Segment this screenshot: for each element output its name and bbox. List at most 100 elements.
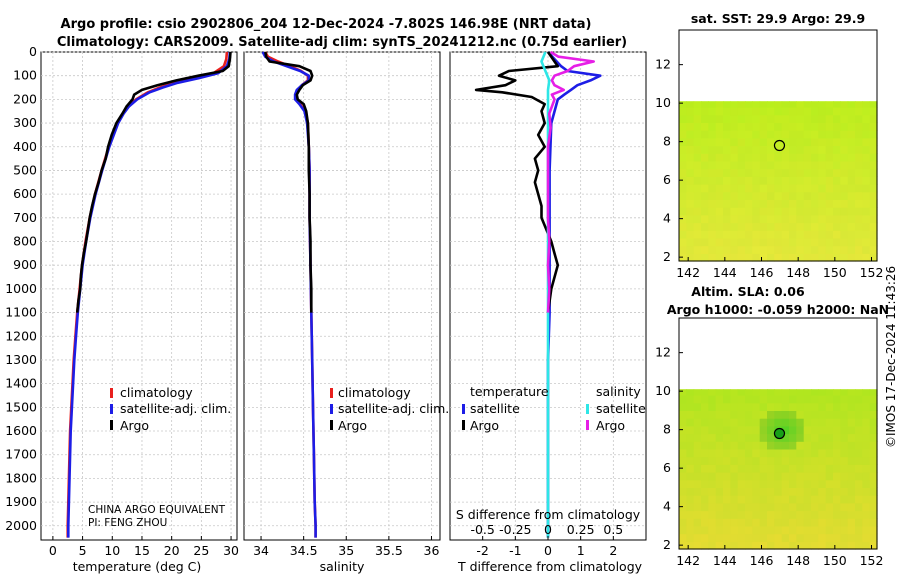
difference-panel: -2 -1 0 1 2 -0.5 -0.25 0 0.25 0.5 S difference fr… bbox=[449, 50, 647, 574]
map-cell bbox=[781, 402, 790, 411]
map-cell bbox=[701, 518, 709, 527]
map-cell bbox=[679, 495, 687, 504]
map-cell bbox=[737, 510, 746, 519]
map-cell bbox=[774, 487, 783, 496]
map-cell bbox=[730, 222, 739, 231]
map-cell bbox=[715, 137, 724, 147]
map-cell bbox=[745, 456, 753, 465]
map-cell bbox=[855, 114, 863, 123]
map-cell bbox=[730, 479, 739, 488]
map-cell bbox=[745, 433, 753, 442]
map-cell bbox=[855, 495, 863, 504]
map-cell bbox=[752, 441, 761, 450]
map-cell bbox=[855, 456, 863, 465]
map-cell bbox=[855, 389, 863, 396]
map-cell bbox=[759, 448, 768, 458]
map-cell bbox=[759, 402, 768, 411]
map-cell bbox=[818, 214, 827, 224]
map-cell bbox=[818, 495, 827, 504]
map-cell bbox=[811, 114, 819, 123]
map-cell bbox=[833, 518, 841, 527]
map-cell bbox=[686, 441, 695, 450]
map-cell bbox=[767, 525, 775, 535]
map-cell bbox=[818, 253, 827, 262]
map-cell bbox=[693, 502, 702, 512]
map-cell bbox=[789, 395, 797, 404]
map-cell bbox=[803, 137, 812, 147]
x-tick-label: 0 bbox=[49, 543, 57, 558]
map-cell bbox=[723, 472, 731, 481]
map-cell bbox=[745, 245, 753, 254]
map-cell bbox=[833, 541, 841, 550]
map-cell bbox=[789, 153, 797, 162]
map-cell bbox=[737, 502, 746, 512]
map-cell bbox=[752, 160, 761, 170]
map-cell bbox=[745, 502, 753, 512]
map-cell bbox=[869, 441, 878, 450]
map-cell bbox=[781, 425, 790, 435]
map-cell bbox=[767, 153, 775, 162]
map-cell bbox=[855, 395, 863, 404]
map-cell bbox=[789, 402, 797, 411]
map-cell bbox=[825, 222, 834, 231]
map-cell bbox=[730, 191, 739, 200]
map-cell bbox=[855, 518, 863, 527]
sla-map-subtitle: Argo h1000: -0.059 h2000: NaN bbox=[667, 302, 889, 317]
map-cell bbox=[789, 425, 797, 435]
x-tick-label: 34.5 bbox=[290, 543, 318, 558]
map-cell bbox=[869, 433, 878, 442]
map-cell bbox=[730, 525, 739, 535]
map-cell bbox=[730, 160, 739, 170]
map-cell bbox=[686, 122, 695, 131]
map-cell bbox=[803, 191, 812, 200]
map-cell bbox=[686, 214, 695, 224]
map-cell bbox=[745, 541, 753, 550]
map-cell bbox=[840, 389, 849, 396]
map-cell bbox=[745, 168, 753, 177]
map-cell bbox=[781, 107, 790, 116]
map-cell bbox=[745, 160, 753, 170]
map-cell bbox=[855, 541, 863, 550]
map-cell bbox=[796, 107, 805, 116]
map-cell bbox=[759, 425, 768, 435]
map-cell bbox=[708, 130, 717, 139]
map-cell bbox=[796, 199, 805, 208]
map-cell bbox=[803, 153, 812, 162]
map-cell bbox=[862, 107, 871, 116]
y-tick-label: 1300 bbox=[5, 352, 37, 367]
map-cell bbox=[811, 410, 819, 419]
map-cell bbox=[818, 502, 827, 512]
map-cell bbox=[715, 395, 724, 404]
map-cell bbox=[869, 160, 878, 170]
map-cell bbox=[789, 495, 797, 504]
legend-label-climatology: climatology bbox=[338, 385, 411, 400]
map-cell bbox=[869, 418, 878, 427]
map-cell bbox=[803, 541, 812, 550]
map-cell bbox=[855, 410, 863, 419]
map-cell bbox=[774, 541, 783, 550]
map-cell bbox=[708, 525, 717, 535]
map-cell bbox=[730, 433, 739, 442]
map-cell bbox=[781, 245, 790, 254]
map-cell bbox=[811, 487, 819, 496]
legend-label-satellite: satellite-adj. clim. bbox=[338, 401, 449, 416]
map-cell bbox=[752, 402, 761, 411]
map-cell bbox=[759, 410, 768, 419]
map-cell bbox=[833, 130, 841, 139]
map-cell bbox=[803, 518, 812, 527]
map-cell bbox=[818, 176, 827, 185]
map-cell bbox=[730, 153, 739, 162]
map-cell bbox=[818, 191, 827, 200]
map-cell bbox=[869, 479, 878, 488]
map-cell bbox=[811, 245, 819, 254]
map-cell bbox=[759, 472, 768, 481]
map-cell bbox=[811, 402, 819, 411]
map-cell bbox=[686, 389, 695, 396]
map-cell bbox=[774, 214, 783, 224]
map-cell bbox=[723, 114, 731, 123]
map-cell bbox=[759, 145, 768, 154]
map-cell bbox=[767, 253, 775, 262]
map-cell bbox=[781, 114, 790, 123]
map-x-tick-label: 150 bbox=[823, 553, 847, 568]
map-cell bbox=[869, 107, 878, 116]
